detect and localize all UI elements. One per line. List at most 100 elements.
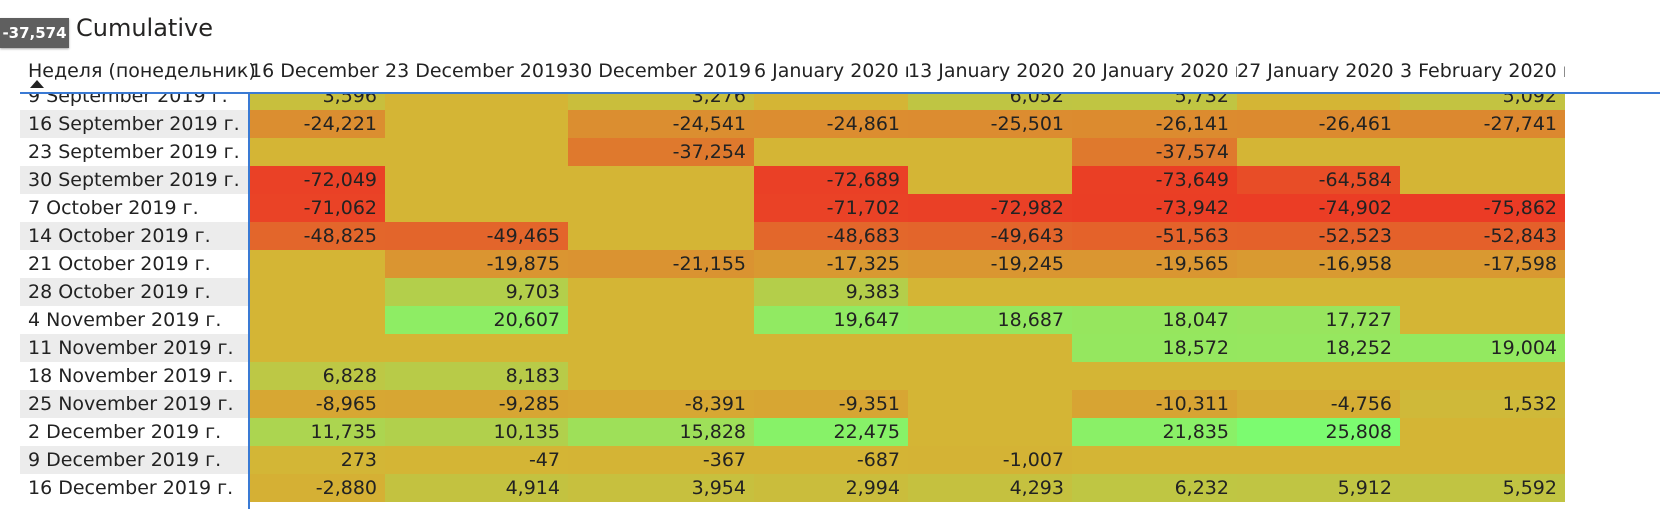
value-cell[interactable]: 6,828 [250, 362, 385, 390]
value-cell[interactable] [568, 194, 754, 222]
value-cell[interactable]: -26,141 [1072, 110, 1237, 138]
value-cell[interactable] [385, 110, 568, 138]
value-cell[interactable]: 15,828 [568, 418, 754, 446]
value-cell[interactable] [568, 222, 754, 250]
value-cell[interactable]: -10,311 [1072, 390, 1237, 418]
value-cell[interactable] [250, 306, 385, 334]
value-cell[interactable]: -17,598 [1400, 250, 1565, 278]
value-cell[interactable]: -24,221 [250, 110, 385, 138]
value-cell[interactable]: -687 [754, 446, 908, 474]
value-cell[interactable]: -24,541 [568, 110, 754, 138]
value-cell[interactable]: -2,880 [250, 474, 385, 502]
value-cell[interactable]: -52,843 [1400, 222, 1565, 250]
value-cell[interactable]: 21,835 [1072, 418, 1237, 446]
value-cell[interactable]: -27,741 [1400, 110, 1565, 138]
value-cell[interactable] [1400, 278, 1565, 306]
value-cell[interactable]: -16,958 [1237, 250, 1400, 278]
value-cell[interactable] [908, 278, 1072, 306]
value-cell[interactable]: -75,862 [1400, 194, 1565, 222]
value-cell[interactable]: 18,047 [1072, 306, 1237, 334]
value-cell[interactable] [568, 306, 754, 334]
value-cell[interactable]: -71,062 [250, 194, 385, 222]
value-cell[interactable]: -19,565 [1072, 250, 1237, 278]
row-header-cell[interactable]: 14 October 2019 г. [20, 222, 248, 250]
value-cell[interactable]: -9,351 [754, 390, 908, 418]
value-cell[interactable]: 8,183 [385, 362, 568, 390]
value-cell[interactable]: 9,383 [754, 278, 908, 306]
value-cell[interactable] [568, 362, 754, 390]
row-header-cell[interactable]: 4 November 2019 г. [28, 309, 222, 331]
value-cell[interactable]: 19,647 [754, 306, 908, 334]
value-cell[interactable]: 6,232 [1072, 474, 1237, 502]
value-cell[interactable]: 5,912 [1237, 474, 1400, 502]
value-cell[interactable]: -49,465 [385, 222, 568, 250]
row-header-cell[interactable]: 23 September 2019 г. [28, 141, 240, 163]
column-header[interactable]: 6 January 2020 г. [754, 60, 908, 82]
column-header[interactable]: 30 December 2019 г. [568, 60, 754, 82]
value-cell[interactable]: -19,875 [385, 250, 568, 278]
value-cell[interactable] [385, 194, 568, 222]
value-cell[interactable]: 18,572 [1072, 334, 1237, 362]
value-cell[interactable] [908, 362, 1072, 390]
value-cell[interactable]: 22,475 [754, 418, 908, 446]
value-cell[interactable]: -367 [568, 446, 754, 474]
value-cell[interactable] [1400, 446, 1565, 474]
value-cell[interactable] [754, 362, 908, 390]
value-cell[interactable] [1237, 362, 1400, 390]
value-cell[interactable] [250, 334, 385, 362]
value-cell[interactable]: 18,252 [1237, 334, 1400, 362]
value-cell[interactable]: 4,293 [908, 474, 1072, 502]
value-cell[interactable] [754, 334, 908, 362]
value-cell[interactable] [1237, 138, 1400, 166]
column-header[interactable]: 27 January 2020 г. [1237, 60, 1400, 82]
column-header[interactable]: 13 January 2020 г. [908, 60, 1072, 82]
value-cell[interactable]: -49,643 [908, 222, 1072, 250]
value-cell[interactable]: -21,155 [568, 250, 754, 278]
value-cell[interactable]: 25,808 [1237, 418, 1400, 446]
value-cell[interactable]: -64,584 [1237, 166, 1400, 194]
value-cell[interactable] [754, 138, 908, 166]
value-cell[interactable]: -8,965 [250, 390, 385, 418]
value-cell[interactable]: -52,523 [1237, 222, 1400, 250]
value-cell[interactable]: -37,574 [1072, 138, 1237, 166]
value-cell[interactable]: 5,592 [1400, 474, 1565, 502]
value-cell[interactable]: 273 [250, 446, 385, 474]
row-header-title[interactable]: Неделя (понедельник) [20, 50, 256, 92]
value-cell[interactable]: 20,607 [385, 306, 568, 334]
value-cell[interactable] [568, 278, 754, 306]
value-cell[interactable]: -8,391 [568, 390, 754, 418]
value-cell[interactable]: -9,285 [385, 390, 568, 418]
column-header[interactable]: 23 December 2019 г. [385, 60, 568, 82]
matrix-body[interactable]: 9 September 2019 г. 16 September 2019 г. 2… [20, 86, 1660, 509]
value-cell[interactable]: -26,461 [1237, 110, 1400, 138]
value-cell[interactable] [1237, 278, 1400, 306]
column-header[interactable]: 20 January 2020 г. [1072, 60, 1237, 82]
value-cell[interactable]: -74,902 [1237, 194, 1400, 222]
row-header-cell[interactable]: 7 October 2019 г. [28, 197, 199, 219]
value-cell[interactable] [1400, 166, 1565, 194]
column-header[interactable]: 16 December 2019 г. [250, 60, 385, 82]
row-header-cell[interactable]: 25 November 2019 г. [20, 390, 248, 418]
row-header-cell[interactable]: 28 October 2019 г. [20, 278, 248, 306]
value-cell[interactable] [250, 250, 385, 278]
sort-ascending-icon[interactable] [30, 80, 44, 88]
value-cell[interactable] [1072, 362, 1237, 390]
value-cell[interactable]: 17,727 [1237, 306, 1400, 334]
value-cell[interactable] [1400, 138, 1565, 166]
value-cell[interactable]: -73,649 [1072, 166, 1237, 194]
value-cell[interactable] [250, 138, 385, 166]
value-cell[interactable]: 18,687 [908, 306, 1072, 334]
value-cell[interactable] [908, 390, 1072, 418]
value-cell[interactable] [385, 334, 568, 362]
value-cell[interactable] [908, 334, 1072, 362]
column-header[interactable]: 3 February 2020 г. [1400, 60, 1565, 82]
value-cell[interactable]: 9,703 [385, 278, 568, 306]
value-cell[interactable]: -71,702 [754, 194, 908, 222]
value-cell[interactable]: -73,942 [1072, 194, 1237, 222]
value-cell[interactable] [908, 166, 1072, 194]
row-header-cell[interactable]: 18 November 2019 г. [28, 365, 234, 387]
value-cell[interactable]: -24,861 [754, 110, 908, 138]
row-header-cell[interactable]: 16 December 2019 г. [28, 477, 234, 499]
value-cell[interactable] [908, 138, 1072, 166]
value-cell[interactable]: -37,254 [568, 138, 754, 166]
